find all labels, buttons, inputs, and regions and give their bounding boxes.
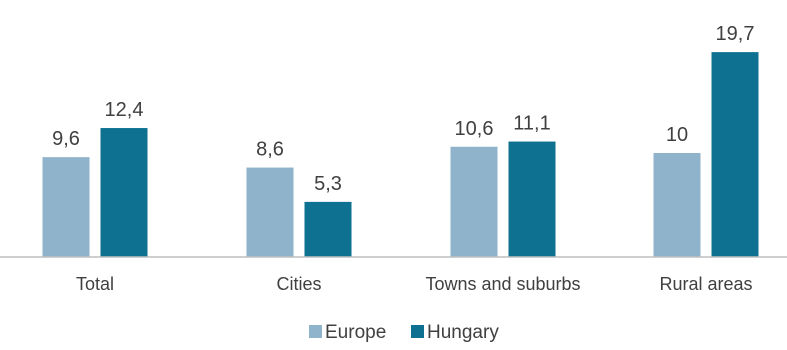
category-label-total: Total (76, 274, 114, 294)
legend: Europe Hungary (309, 322, 499, 343)
bars-layer (42, 52, 759, 258)
value-labels-layer: 9,6 12,4 8,6 5,3 10,6 11,1 10 19,7 (52, 23, 754, 195)
value-label-hungary-towns-and-suburbs: 11,1 (513, 113, 550, 135)
value-label-hungary-rural-areas: 19,7 (716, 23, 755, 45)
bar-europe-total (42, 157, 90, 257)
legend-swatch-hungary (411, 325, 424, 338)
bar-hungary-cities (304, 201, 352, 257)
legend-label-hungary: Hungary (427, 322, 499, 343)
value-label-europe-rural-areas: 10 (666, 124, 688, 146)
category-label-rural-areas: Rural areas (659, 274, 752, 294)
legend-label-europe: Europe (325, 322, 386, 343)
value-label-europe-total: 9,6 (52, 128, 80, 150)
category-label-towns-and-suburbs: Towns and suburbs (425, 274, 580, 294)
bar-europe-cities (246, 167, 294, 257)
category-label-cities: Cities (276, 274, 321, 294)
bar-europe-rural-areas (653, 153, 701, 257)
category-labels-layer: Total Cities Towns and suburbs Rural areas (76, 274, 753, 294)
bar-hungary-rural-areas (711, 52, 759, 258)
bar-hungary-towns-and-suburbs (508, 141, 556, 257)
bar-europe-towns-and-suburbs (450, 146, 498, 257)
value-label-europe-towns-and-suburbs: 10,6 (455, 118, 494, 140)
value-label-hungary-total: 12,4 (105, 99, 144, 121)
value-label-hungary-cities: 5,3 (314, 173, 342, 195)
legend-swatch-europe (309, 325, 322, 338)
bar-hungary-total (100, 128, 148, 257)
value-label-europe-cities: 8,6 (256, 139, 284, 161)
